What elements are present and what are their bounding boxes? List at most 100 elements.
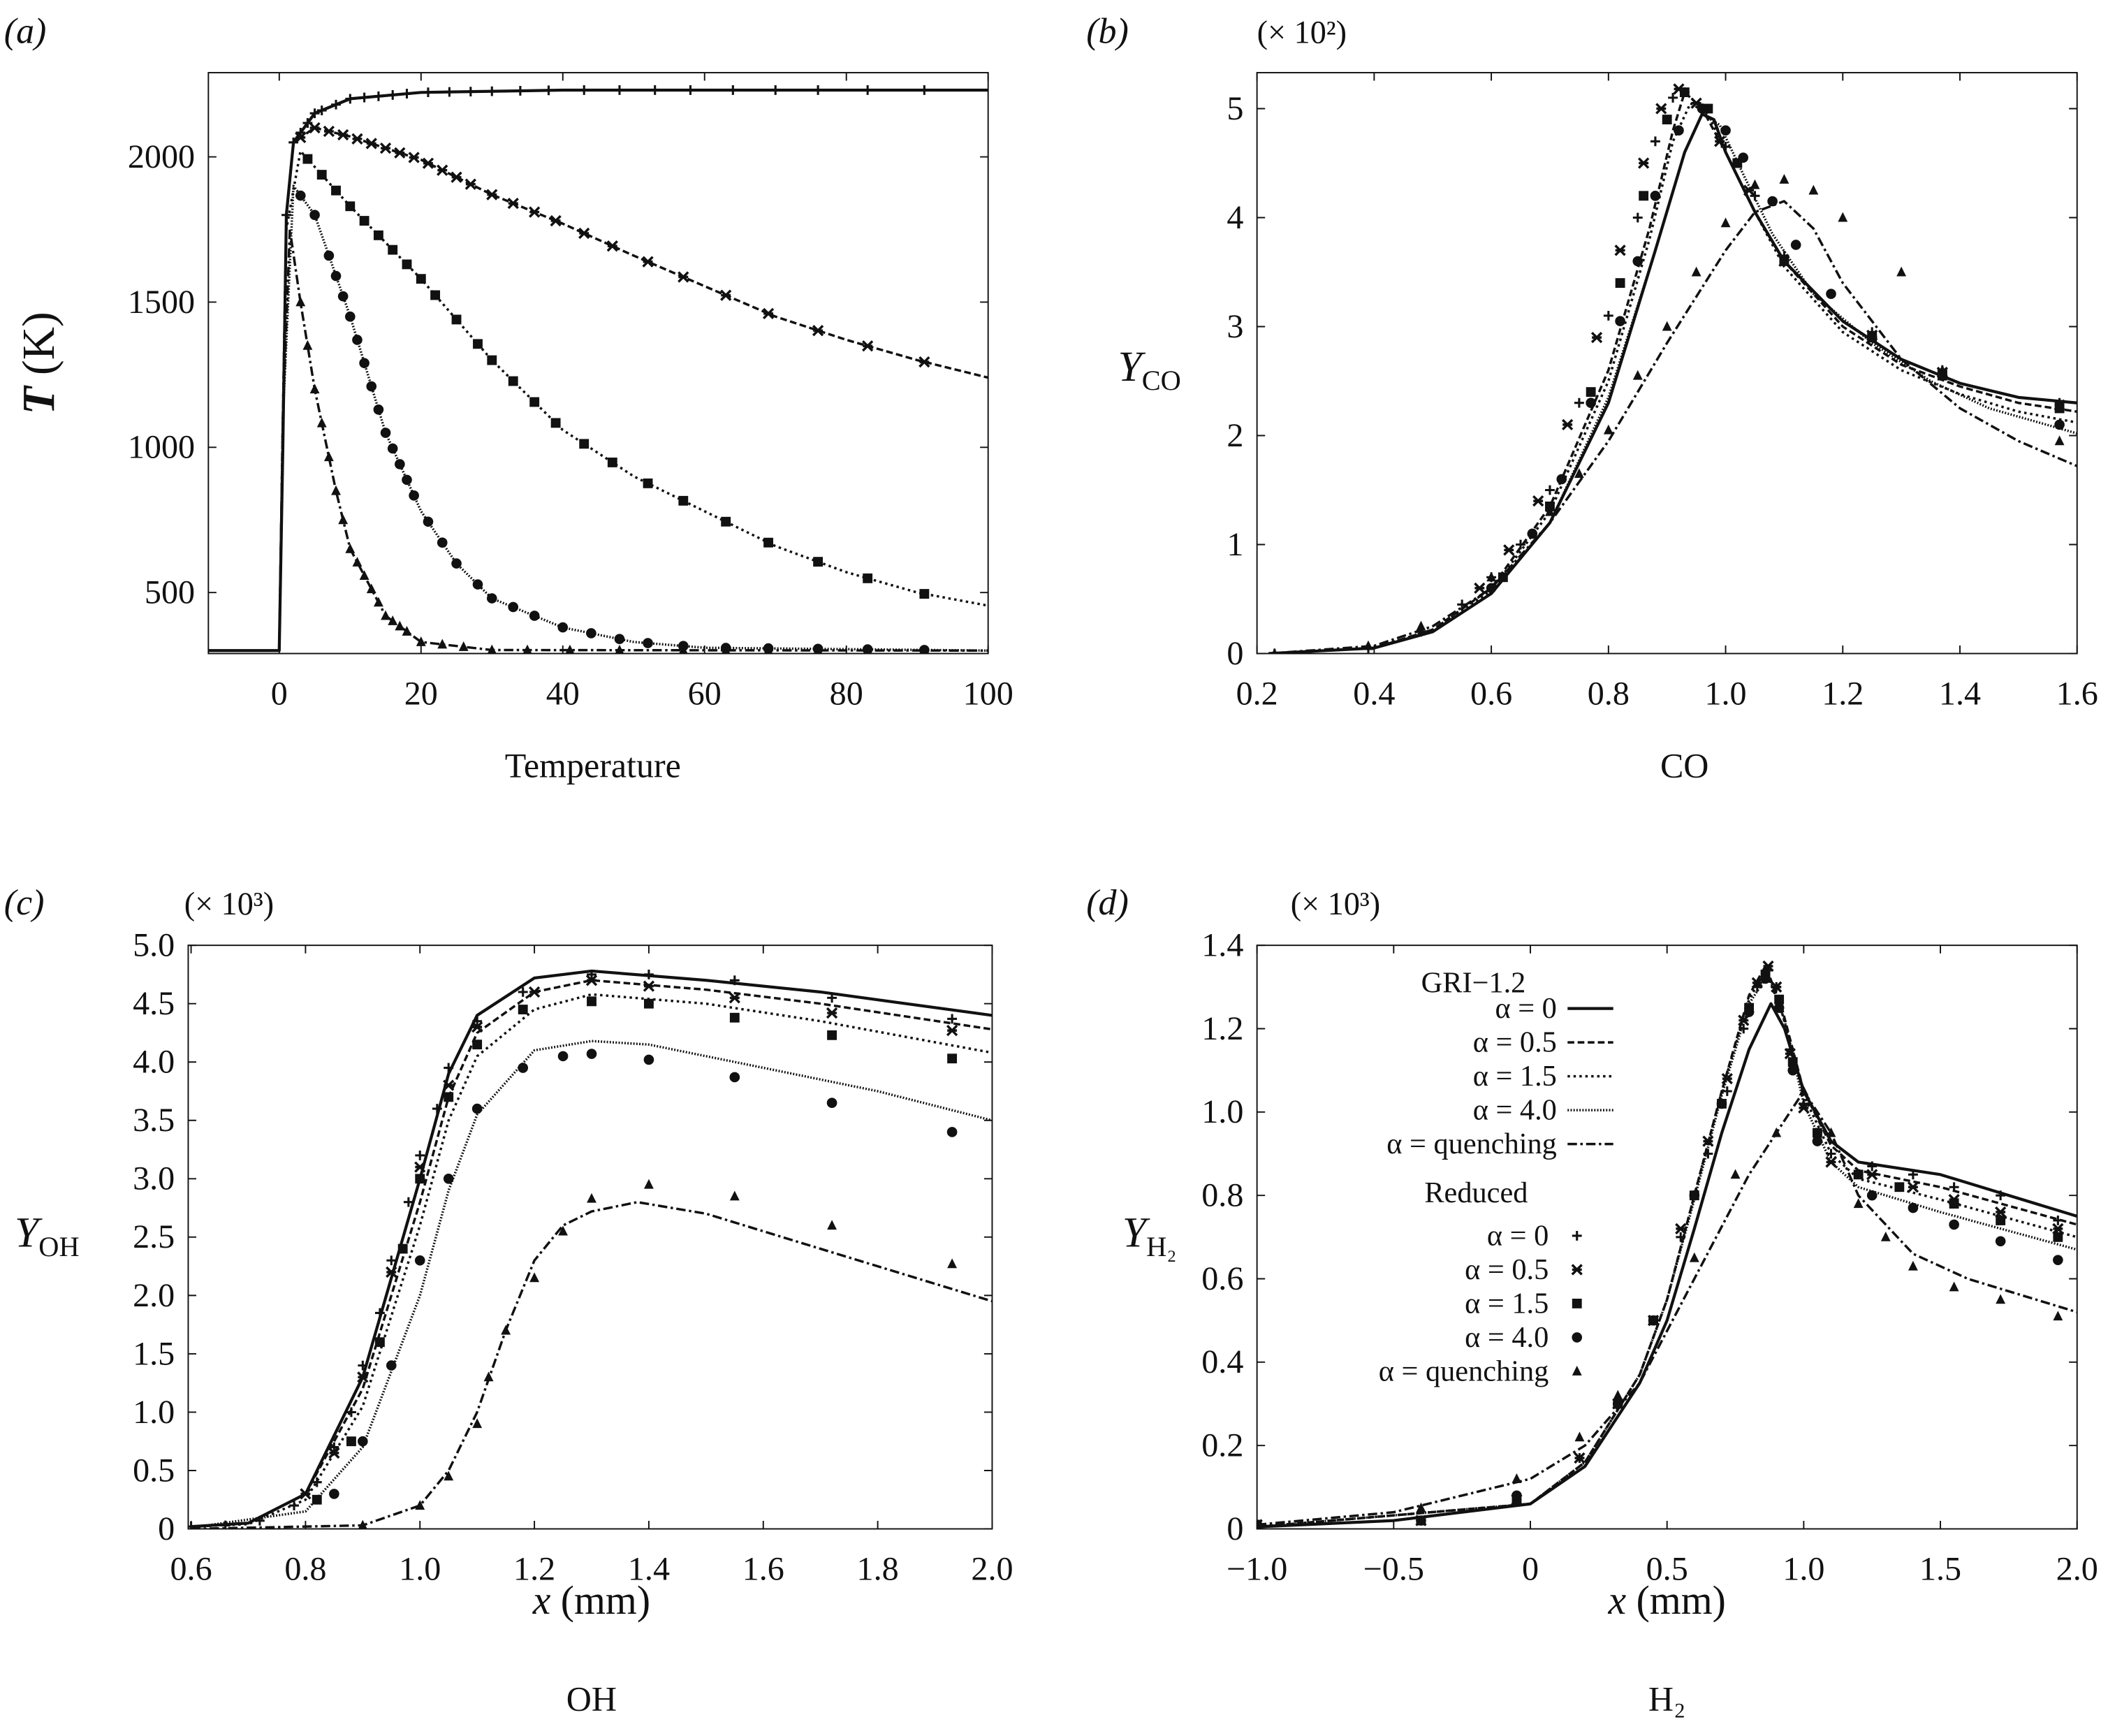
x-tick-label: 0: [1522, 1551, 1539, 1588]
x-axis-label-unit: (mm): [550, 1579, 650, 1623]
axis-multiplier: (× 10²): [1257, 15, 1347, 50]
data-point-cross: [2052, 1223, 2064, 1235]
x-tick-label: 1.2: [1822, 676, 1864, 713]
data-point-square: [1774, 994, 1785, 1005]
data-point-square: [1779, 256, 1789, 266]
data-point-plus: [1545, 485, 1555, 495]
data-point-plus: [403, 1197, 413, 1207]
data-point-plus: [1750, 191, 1760, 201]
y-axis-label: YH₂: [1122, 1209, 1177, 1262]
data-point-triangle: [1730, 1169, 1741, 1179]
chart-panel-d: (d) (× 10³) −1.0 −0.5 0 0.5 1.0 1.5 2.0 0 0.2 0.4 0.…: [1086, 883, 2098, 1718]
y-axis-label-main: Y: [1118, 343, 1146, 391]
data-point-circle: [472, 579, 483, 590]
y-axis-label-subscript: H₂: [1146, 1231, 1176, 1262]
data-point-plus: [289, 1501, 299, 1511]
data-point-circle: [423, 516, 434, 527]
series-line-dotted: [191, 993, 993, 1528]
data-point-circle: [2053, 1255, 2063, 1265]
data-point-plus: [770, 85, 781, 95]
data-point-plus: [919, 85, 930, 95]
y-tick-label: 2.5: [133, 1218, 175, 1255]
data-point-plus: [587, 970, 596, 979]
x-tick-label: 0.6: [1470, 676, 1512, 713]
data-point-plus: [373, 91, 383, 101]
y-tick-label: 0: [1227, 635, 1243, 672]
y-tick-label: 1.0: [1201, 1093, 1243, 1130]
legend: GRI−1.2α = 0α = 0.5α = 1.5α = 4.0α = que…: [1379, 967, 1613, 1387]
data-point-circle: [1790, 240, 1801, 250]
y-tick-label: 5.0: [133, 927, 175, 964]
data-point-circle: [643, 1054, 654, 1065]
data-point-square: [813, 557, 824, 567]
data-point-square: [607, 458, 617, 467]
plot-frame: [207, 72, 989, 655]
data-point-square: [402, 259, 412, 270]
data-point-circle: [1995, 1236, 2006, 1247]
data-point-cross: [464, 178, 476, 190]
data-point-cross: [328, 1447, 340, 1459]
data-point-plus: [728, 85, 738, 95]
data-point-plus: [312, 1477, 322, 1487]
legend-label: α = 0: [1487, 1219, 1549, 1252]
data-point-plus: [515, 86, 525, 96]
data-point-plus: [359, 92, 369, 103]
x-axis-label: x (mm): [532, 1579, 650, 1623]
data-point-triangle: [359, 570, 369, 581]
data-point-square: [644, 998, 654, 1009]
data-point-circle: [946, 1127, 958, 1137]
data-point-triangle: [729, 1190, 740, 1201]
y-tick-label: 4.0: [133, 1044, 175, 1081]
data-point-triangle: [1689, 1252, 1699, 1262]
data-point-plus: [827, 993, 837, 1003]
data-point-cross: [528, 986, 541, 998]
data-point-triangle: [1691, 266, 1701, 277]
series-line-dashed: [208, 126, 988, 652]
data-point-circle: [1612, 1399, 1623, 1409]
x-tick-label: 1.0: [1704, 676, 1746, 713]
x-tick-label: 0.8: [1588, 676, 1630, 713]
y-tick-label: 1500: [128, 284, 195, 321]
data-point-circle: [1586, 397, 1596, 409]
x-tick-label: 1.0: [399, 1551, 441, 1588]
data-point-circle: [437, 537, 448, 548]
data-point-cross: [1721, 1072, 1733, 1085]
data-point-plus: [685, 85, 696, 95]
data-point-triangle: [1574, 468, 1584, 479]
data-point-triangle: [373, 597, 383, 607]
data-point-cross: [437, 164, 448, 176]
data-point-cross: [443, 1079, 455, 1091]
data-point-circle: [1949, 1219, 1959, 1230]
data-point-cross: [1574, 1452, 1586, 1464]
data-point-triangle: [1750, 179, 1760, 189]
data-point-cross: [379, 142, 392, 154]
legend-label: α = quenching: [1386, 1128, 1557, 1160]
x-axis-label: x (mm): [1608, 1579, 1726, 1623]
x-tick-label: 0.4: [1353, 676, 1395, 713]
data-point-circle: [1697, 103, 1708, 114]
data-point-circle: [380, 428, 391, 438]
series-line-dashdot: [1257, 1090, 2077, 1526]
data-point-cross: [386, 1266, 397, 1278]
data-point-triangle: [338, 514, 349, 525]
data-point-cross: [606, 240, 618, 252]
data-point-square: [346, 1436, 356, 1447]
data-point-square: [316, 170, 327, 180]
data-point-circle: [2054, 419, 2065, 430]
data-point-cross: [1771, 981, 1783, 993]
panel-label: (b): [1086, 12, 1129, 52]
data-point-circle: [1632, 256, 1644, 267]
axis-multiplier: (× 10³): [184, 886, 274, 921]
data-point-circle: [486, 593, 497, 604]
data-point-plus: [1457, 599, 1467, 610]
chart-panel-b: (b) (× 10²) 0.2 0.4 0.6 0.8 1.0 1.2 1.4 1.6 0 1 2 3 4 5…: [1086, 12, 2098, 785]
data-point-circle: [1826, 289, 1836, 300]
plot-area: [1268, 83, 2077, 654]
data-point-plus: [1720, 142, 1731, 152]
y-tick-label: 3: [1227, 308, 1243, 345]
legend-label: α = 4.0: [1465, 1321, 1549, 1354]
data-point-triangle: [827, 1220, 837, 1230]
y-axis-label-main: T: [14, 384, 64, 414]
data-point-triangle: [395, 620, 405, 631]
data-point-cross: [422, 157, 434, 169]
